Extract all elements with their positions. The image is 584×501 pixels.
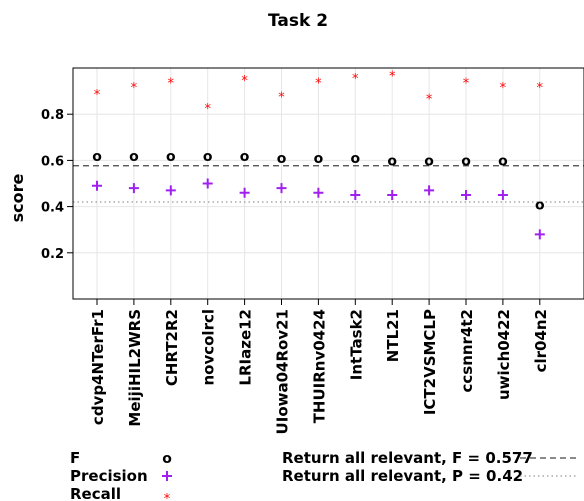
x-tick-label: novcolrcl [200, 309, 218, 386]
f-point: o [166, 149, 176, 165]
x-axis: cdvp4NTerFr1 MeijiHIL2WRS CHRT2R2 novcolrcl… [89, 299, 550, 434]
recall-point: * [94, 88, 101, 103]
recall-point: * [500, 81, 507, 96]
f-point: o [498, 153, 508, 169]
y-tick-label: 0.2 [41, 247, 64, 262]
precision-point [387, 190, 398, 201]
legend-label-recall: Recall [70, 485, 121, 501]
x-tick-label: IntTask2 [347, 309, 365, 380]
f-point: o [277, 151, 287, 167]
x-tick-label: THUIRnv0424 [310, 309, 328, 423]
x-tick-label: CHRT2R2 [163, 309, 181, 386]
precision-point [350, 190, 361, 201]
f-point: o [203, 149, 213, 165]
recall-point: * [352, 72, 359, 87]
x-tick-label: UIowa04Rov21 [274, 309, 292, 434]
x-tick-label: ccsnnr4t2 [458, 309, 476, 393]
recall-point: * [426, 93, 433, 108]
x-tick-label: NTL21 [384, 309, 402, 362]
precision-point [313, 187, 324, 198]
f-point: o [387, 153, 397, 169]
precision-point [165, 185, 176, 196]
y-axis-label: score [8, 173, 27, 222]
legend-key-f: o [162, 451, 172, 467]
f-point: o [461, 153, 471, 169]
precision-point [497, 190, 508, 201]
x-tick-label: MeijiHIL2WRS [126, 309, 144, 427]
x-tick-label: cdvp4NTerFr1 [89, 309, 107, 425]
plot-area-frame [72, 67, 584, 300]
recall-point: * [131, 81, 138, 96]
recall-point: * [241, 74, 248, 89]
recall-point: * [315, 77, 322, 92]
recall-point: * [168, 77, 175, 92]
f-point: o [129, 149, 139, 165]
x-tick-label: LRIaze12 [237, 309, 255, 386]
precision-point [424, 185, 435, 196]
legend-key-precision [162, 471, 172, 481]
grid-lines [73, 68, 584, 299]
y-tick-label: 0.6 [41, 154, 64, 169]
y-tick-label: 0.4 [41, 201, 64, 216]
y-axis: 0.2 0.4 0.6 0.8 [41, 108, 73, 262]
precision-point [92, 180, 102, 191]
recall-point: * [463, 77, 470, 92]
y-tick-label: 0.8 [41, 108, 64, 123]
f-point: o [92, 149, 102, 165]
x-tick-label: ICT2VSMCLP [421, 309, 439, 415]
f-point: o [350, 151, 360, 167]
legend-label-reference: Return all relevant, P = 0.42 [282, 467, 523, 485]
precision-point [534, 229, 545, 240]
recall-point: * [537, 81, 544, 96]
precision-point [276, 183, 287, 194]
x-tick-label: clr04n2 [532, 309, 550, 372]
legend-label-reference: Return all relevant, F = 0.577 [282, 449, 533, 467]
recall-point: * [204, 102, 211, 117]
legend-label-f: F [70, 449, 80, 467]
f-point: o [535, 197, 545, 213]
precision-point [128, 183, 139, 194]
legend-label-precision: Precision [70, 467, 148, 485]
chart-title: Task 2 [268, 11, 328, 31]
x-tick-label: uwich0422 [495, 309, 513, 400]
f-point: o [314, 151, 324, 167]
precision-point [202, 178, 213, 189]
precision-point [461, 190, 471, 201]
reference-lines [73, 165, 584, 203]
f-point: o [424, 153, 434, 169]
f-point: o [240, 149, 250, 165]
data-points: o o o o o o o o o o o o o * * * * * * * * * * * * * [92, 70, 545, 240]
precision-point [239, 187, 250, 198]
recall-point: * [389, 70, 396, 85]
recall-point: * [278, 90, 285, 105]
legend-key-recall: * [164, 492, 171, 501]
